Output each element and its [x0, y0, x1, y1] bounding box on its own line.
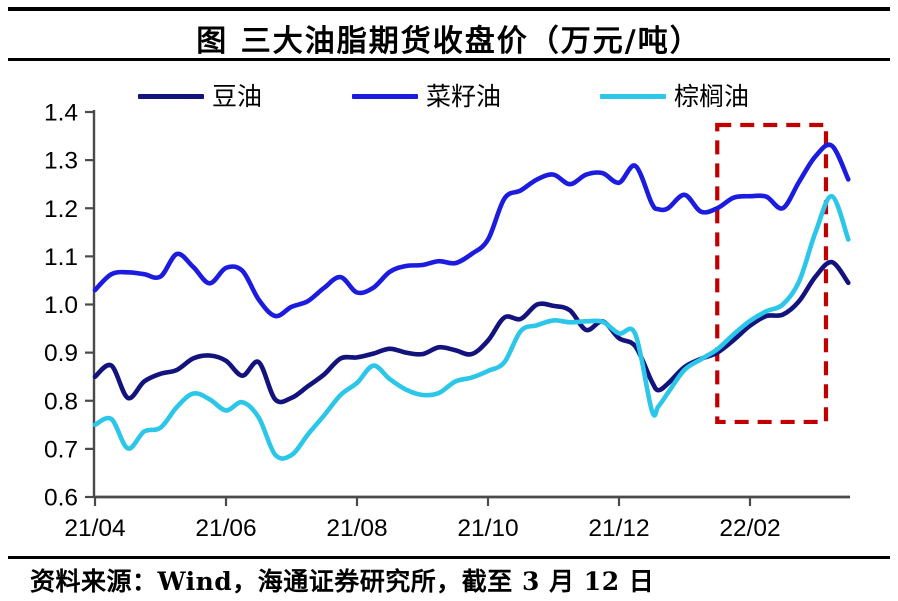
y-tick-label: 1.0	[44, 292, 78, 319]
y-tick-label: 1.4	[44, 100, 78, 127]
legend-item-palm-oil: 棕榈油	[600, 83, 749, 109]
x-tick-label: 21/04	[64, 515, 125, 542]
x-tick-label: 21/06	[195, 515, 256, 542]
y-tick-label: 0.7	[44, 436, 78, 463]
y-tick-label: 0.8	[44, 388, 78, 415]
y-tick-label: 1.1	[44, 244, 78, 271]
page-title: 图 三大油脂期货收盘价（万元/吨）	[196, 24, 702, 59]
legend-item-rapeseed-oil: 菜籽油	[352, 83, 501, 109]
rapeseed-oil-line-swatch	[352, 93, 418, 99]
title-divider	[8, 58, 890, 61]
legend-label-palm-oil: 棕榈油	[674, 81, 750, 111]
top-rule	[8, 7, 890, 11]
y-tick-label: 1.3	[44, 148, 78, 175]
highlight-box	[715, 122, 829, 425]
series-line-soybean-oil	[92, 259, 851, 405]
series-line-rapeseed-oil	[92, 142, 851, 319]
palm-oil-line-swatch	[600, 93, 666, 99]
legend-label-soybean-oil: 豆油	[212, 81, 263, 111]
source-note: 资料来源：Wind，海通证券研究所，截至 3 月 12 日	[30, 567, 655, 596]
y-tick-label: 0.6	[44, 485, 78, 512]
soybean-oil-line-swatch	[138, 93, 204, 99]
footer-divider	[8, 556, 890, 559]
series-line-palm-oil	[92, 193, 851, 461]
y-tick-label: 0.9	[44, 340, 78, 367]
legend-item-soybean-oil: 豆油	[138, 83, 262, 109]
x-tick-label: 22/02	[719, 515, 780, 542]
x-tick-label: 21/10	[457, 515, 518, 542]
y-tick-label: 1.2	[44, 196, 78, 223]
x-tick-label: 21/12	[588, 515, 649, 542]
legend-label-rapeseed-oil: 菜籽油	[426, 81, 502, 111]
x-tick-label: 21/08	[326, 515, 387, 542]
